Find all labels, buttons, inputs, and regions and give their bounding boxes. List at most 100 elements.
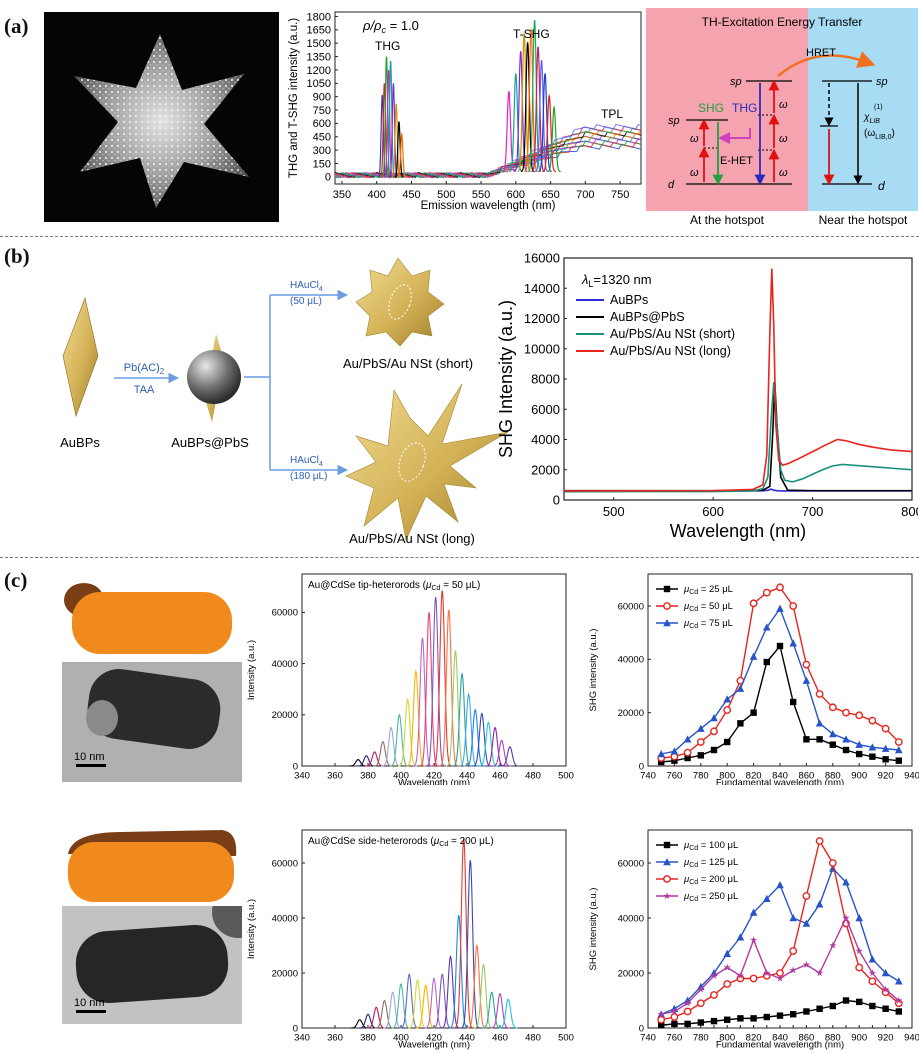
c-tip-shg-xtick-label: 920 [878,771,894,782]
c-side-spectra-xtick-label: 380 [360,1033,376,1044]
hotspot-region [646,8,808,211]
c-tip-shg-point [723,706,732,714]
c-side-shg-point [790,1011,797,1018]
c-side-shg-point [696,999,705,1008]
c-tip-spectra-title: Au@CdSe tip-heterorods (μCd = 50 μL) [308,580,480,592]
sp-level-label-right: sp [876,76,888,88]
c-tip-spectra-frame [301,573,567,767]
c-tip-shg-ytick-label: 20000 [618,708,644,719]
c-side-shg-point [710,1017,718,1025]
side-scalebar-label: 10 nm [74,997,105,1009]
a-spectrum-xtick-label: 550 [472,189,490,201]
c-side-shg-point [750,1015,757,1022]
c-side-shg-point [697,985,705,993]
c-tip-shg-xtick-label: 840 [772,771,788,782]
c-side-shg-point [882,1005,889,1012]
c-side-shg-point [789,914,797,922]
c-side-shg-xtick-label: 880 [825,1033,841,1044]
c-side-spectra-ytick-label: 20000 [272,968,298,979]
c-tip-spectra-xtick-label: 420 [426,771,442,782]
c-tip-spectra-peak [465,708,485,767]
b-shg-ytick-label: 16000 [524,251,560,266]
nanostar-sem-image [44,12,279,222]
c-tip-shg-point [762,588,771,597]
a-tshg-peak [527,19,542,173]
a-tshg-peak [534,60,549,173]
b-shg-xlabel: Wavelength (nm) [670,521,806,541]
c-tip-shg-point [881,744,890,752]
a-tshg-annotation: T-SHG [513,27,550,41]
c-side-spectra-xtick-label: 440 [459,1033,475,1044]
c-side-shg-point [723,963,731,971]
c-tip-shg-point [776,604,784,612]
c-tip-shg-point [723,695,731,703]
b-shg-chart: 5006007008000200040006000800010000120001… [496,251,918,541]
c-side-shg-point [749,908,758,916]
c-tip-shg-point [855,711,864,720]
c-side-spectra-peak [473,963,494,1029]
b-legend-label: Au/PbS/Au NSt (short) [610,327,735,341]
c-side-shg-point [815,969,824,977]
c-tip-shg-point [749,652,758,660]
c-side-shg-legend-marker [663,841,671,849]
c-tip-shg-xtick-label: 760 [666,771,682,782]
aubps-label: AuBPs [60,435,100,450]
c-tip-shg-point [881,724,890,733]
c-tip-shg-xtick-label: 820 [746,771,762,782]
a-tshg-peak [531,46,545,173]
a-spectrum-chart: 350 400 450 500 550 600 650 700 7500150300450600… [288,11,642,212]
c-side-shg-point [670,1013,679,1021]
c-side-spectra-ytick-label: 40000 [272,913,298,924]
c-tip-spectra-peak [419,612,439,767]
reagent-taa-label: TAA [134,384,155,396]
c-side-shg-xtick-label: 940 [904,1033,919,1044]
c-tip-shg-xtick-label: 880 [825,771,841,782]
c-tip-shg-legend-marker [663,602,671,610]
c-side-shg-point [828,859,837,867]
nanostar-long [345,383,509,541]
b-shg-ytick-label: 12000 [524,311,560,326]
c-tip-spectra-xlabel: Wavelength (nm) [398,778,470,786]
a-spectrum-ytick-label: 900 [313,92,331,104]
c-side-spectra-xtick-label: 500 [558,1033,574,1044]
panel-label-b: (b) [4,244,30,268]
c-side-shg-point [657,1010,665,1018]
c-side-shg-point [855,947,863,955]
c-side-spectra-peak [366,1006,386,1029]
c-side-spectra-xtick-label: 420 [426,1033,442,1044]
b-synthesis-scheme: AuBPs Pb(AC)2 TAA AuBPs@PbS HAuCl4 (50 μ… [60,257,509,546]
c-side-shg-point [749,974,758,983]
c-tip-shg-point [736,684,745,692]
a-tpl-annotation: TPL [601,107,623,121]
omega-label-4: ω [779,133,788,145]
c-tip-shg-point [882,756,889,763]
c-side-shg-point [776,1012,784,1019]
b-legend-label: Au/PbS/Au NSt (long) [610,344,731,358]
c-tip-shg-point [749,599,758,608]
a-spectrum-ytick-label: 750 [313,105,331,117]
c-side-shg-xtick-label: 800 [719,1033,735,1044]
c-side-shg-ytick-label: 0 [639,1023,644,1034]
a-spectrum-ytick-label: 1050 [307,78,331,90]
c-side-spectra-peak [391,982,411,1029]
a-spectrum-xtick-label: 650 [541,189,559,201]
c-side-spectra-peak [383,991,403,1029]
c-tip-spectra-xtick-label: 360 [327,771,343,782]
c-side-shg-chart: 740 760 780 800 820 840 860 880 900 920 940 0 20000 4… [588,829,919,1051]
c-tip-shg-point [815,690,824,698]
c-side-shg-ylabel: SHG intensity (a.u.) [588,888,599,971]
c-side-spectra-peak [416,984,436,1029]
c-side-shg-point [763,969,771,977]
c-side-shg-point [736,971,745,979]
c-tip-shg-point [856,750,863,758]
c-tip-shg-point [815,719,824,727]
b-legend-label: AuBPs [610,293,648,307]
d-level-label-right: d [878,179,885,193]
c-side-shg-point [815,900,824,908]
c-side-shg-ytick-label: 60000 [618,858,644,869]
c-side-shg-point [776,974,784,982]
c-tip-shg-point [895,757,902,764]
c-tip-shg-point [697,752,704,759]
b-shg-ytick-label: 8000 [531,372,560,387]
pbs-sphere [187,350,241,404]
